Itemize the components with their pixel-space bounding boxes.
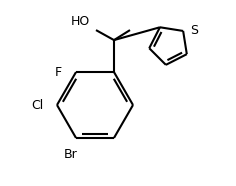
Text: Cl: Cl: [31, 99, 43, 111]
Text: S: S: [190, 24, 198, 37]
Text: F: F: [55, 66, 62, 79]
Text: Br: Br: [64, 148, 78, 161]
Text: HO: HO: [71, 15, 90, 28]
